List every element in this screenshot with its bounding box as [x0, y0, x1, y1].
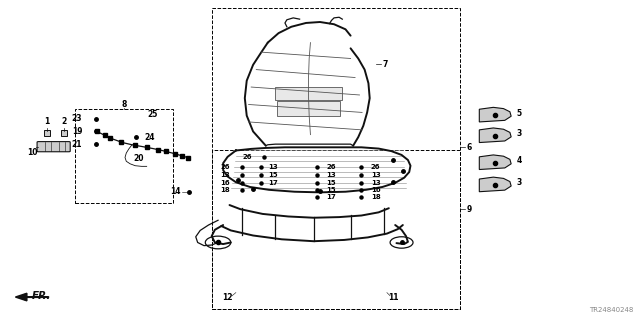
Text: 10: 10	[28, 148, 38, 157]
Text: 19: 19	[72, 127, 83, 136]
Text: 16: 16	[371, 187, 381, 193]
Text: 26: 26	[220, 164, 230, 170]
Text: 3: 3	[516, 130, 522, 139]
Text: 3: 3	[516, 178, 522, 187]
Polygon shape	[479, 107, 511, 122]
Text: 2: 2	[61, 117, 67, 126]
Text: 17: 17	[268, 180, 278, 186]
Text: 13: 13	[268, 164, 278, 170]
Text: 5: 5	[516, 108, 522, 117]
Text: 26: 26	[326, 164, 336, 170]
Text: 21: 21	[72, 140, 83, 148]
Polygon shape	[479, 155, 511, 170]
Text: 15: 15	[326, 187, 336, 193]
Bar	[275, 87, 342, 100]
Polygon shape	[479, 177, 511, 192]
Bar	[75, 109, 173, 203]
Text: 17: 17	[326, 195, 336, 200]
Text: 7: 7	[383, 60, 388, 69]
Text: 15: 15	[268, 172, 277, 178]
Text: 12: 12	[222, 293, 233, 302]
Bar	[212, 150, 460, 309]
Text: 18: 18	[371, 195, 381, 200]
Text: 16: 16	[220, 180, 230, 186]
Text: 13: 13	[326, 172, 336, 178]
Text: 9: 9	[467, 205, 472, 214]
Text: TR24840248: TR24840248	[589, 307, 634, 313]
Text: 23: 23	[72, 114, 83, 123]
Text: 15: 15	[326, 180, 336, 186]
Text: FR.: FR.	[32, 292, 51, 301]
Text: 13: 13	[371, 180, 381, 186]
Polygon shape	[15, 293, 27, 301]
Text: 14: 14	[171, 187, 181, 196]
Text: 24: 24	[145, 133, 156, 142]
Text: 8: 8	[121, 100, 127, 109]
Text: 20: 20	[133, 154, 143, 163]
Text: 4: 4	[516, 156, 522, 165]
Bar	[276, 101, 340, 116]
Bar	[212, 8, 460, 309]
Text: 26: 26	[371, 164, 380, 170]
Text: 25: 25	[148, 109, 158, 118]
Text: 6: 6	[467, 143, 472, 152]
Text: 13: 13	[220, 172, 230, 178]
Text: 18: 18	[220, 187, 230, 193]
Polygon shape	[479, 128, 511, 142]
Text: 13: 13	[371, 172, 381, 178]
Text: 1: 1	[45, 117, 50, 126]
Text: 26: 26	[243, 155, 252, 160]
FancyBboxPatch shape	[37, 142, 70, 152]
Text: 11: 11	[388, 293, 399, 302]
